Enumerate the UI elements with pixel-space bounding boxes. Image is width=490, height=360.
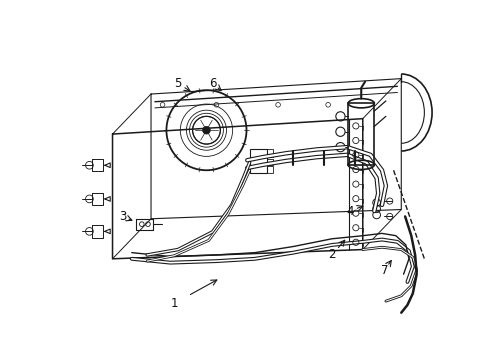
Text: 1: 1 — [171, 297, 178, 310]
Bar — [348, 103, 374, 165]
Bar — [267, 159, 273, 165]
Text: 2: 2 — [328, 248, 336, 261]
Text: 6: 6 — [209, 77, 217, 90]
Bar — [267, 149, 273, 157]
Circle shape — [203, 126, 210, 134]
Text: 4: 4 — [346, 204, 353, 217]
Text: 7: 7 — [381, 264, 388, 277]
Bar — [267, 166, 273, 172]
Text: 3: 3 — [119, 210, 126, 223]
Text: 5: 5 — [174, 77, 182, 90]
Bar — [249, 149, 267, 172]
